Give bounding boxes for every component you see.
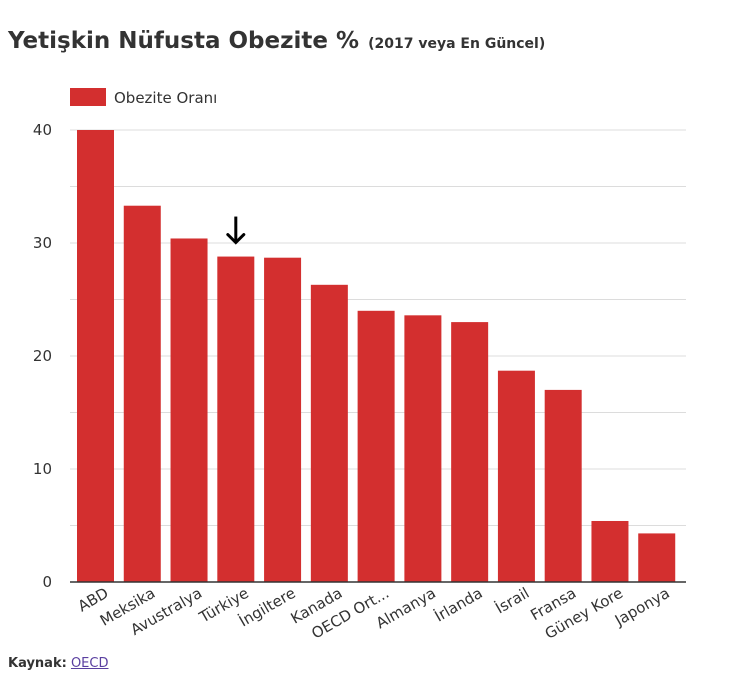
y-tick-label: 40 bbox=[33, 121, 52, 139]
chart-subtitle: (2017 veya En Güncel) bbox=[368, 36, 546, 52]
y-tick-label: 10 bbox=[33, 460, 52, 478]
chart-title: Yetişkin Nüfusta Obezite % bbox=[8, 28, 360, 54]
bar-13[interactable] bbox=[638, 533, 676, 582]
legend-swatch bbox=[70, 88, 106, 106]
down-arrow-icon bbox=[226, 216, 246, 245]
source-note: Kaynak: OECD bbox=[8, 656, 108, 671]
bar-10[interactable] bbox=[497, 370, 535, 582]
bar-3[interactable] bbox=[170, 238, 208, 583]
legend-label: Obezite Oranı bbox=[114, 89, 217, 107]
bar-2[interactable] bbox=[123, 205, 161, 582]
bar-7[interactable] bbox=[357, 310, 395, 582]
x-tick-label: İrlanda bbox=[431, 583, 486, 626]
bar-6[interactable] bbox=[310, 284, 348, 582]
source-label: Kaynak: bbox=[8, 656, 67, 671]
bar-5[interactable] bbox=[264, 257, 302, 582]
bar-8[interactable] bbox=[404, 315, 442, 582]
y-tick-label: 0 bbox=[42, 573, 52, 591]
bar-12[interactable] bbox=[591, 520, 629, 582]
source-link[interactable]: OECD bbox=[70, 656, 109, 671]
bar-11[interactable] bbox=[544, 389, 582, 582]
y-tick-label: 20 bbox=[33, 347, 52, 365]
bar-9[interactable] bbox=[451, 322, 489, 582]
bar-1[interactable] bbox=[77, 130, 114, 582]
y-tick-label: 30 bbox=[33, 234, 52, 252]
chart-title-block: Yetişkin Nüfusta Obezite % (2017 veya En… bbox=[8, 28, 545, 54]
bar-4[interactable] bbox=[217, 256, 255, 582]
x-tick-label: İsrail bbox=[492, 583, 533, 617]
